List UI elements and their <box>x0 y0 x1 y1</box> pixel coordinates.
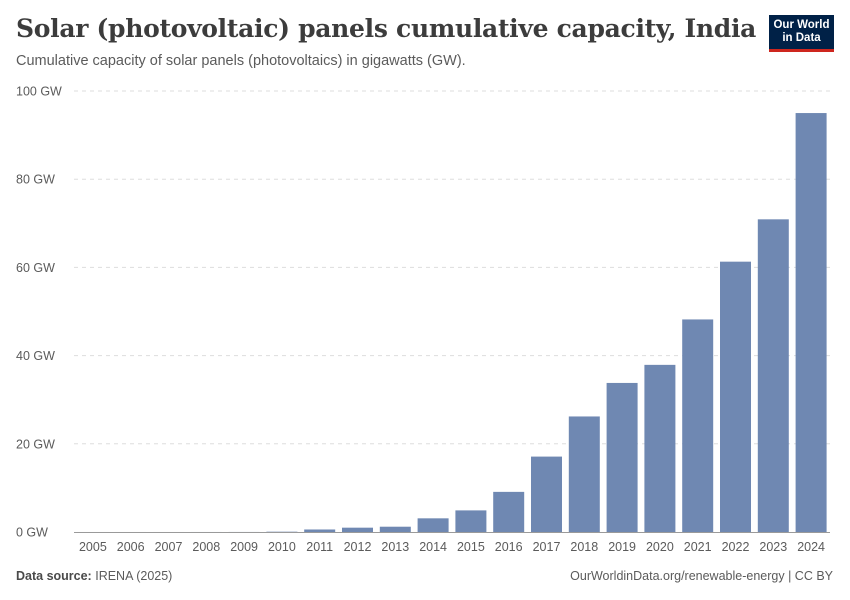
y-tick-label: 0 GW <box>16 526 48 540</box>
bar-2011[interactable] <box>304 529 336 532</box>
x-tick-label: 2016 <box>495 540 523 554</box>
x-tick-label: 2019 <box>608 540 636 554</box>
x-tick-label: 2007 <box>155 540 183 554</box>
bar-2022[interactable] <box>720 261 751 532</box>
bar-2015[interactable] <box>455 510 487 532</box>
y-tick-label: 40 GW <box>16 349 55 363</box>
y-tick-label: 100 GW <box>16 85 62 99</box>
x-tick-label: 2022 <box>722 540 750 554</box>
bar-2019[interactable] <box>606 382 638 532</box>
owid-logo[interactable]: Our World in Data <box>769 15 834 52</box>
x-tick-label: 2024 <box>797 540 825 554</box>
x-tick-label: 2015 <box>457 540 485 554</box>
x-tick-label: 2013 <box>381 540 409 554</box>
logo-line-2: in Data <box>782 32 821 44</box>
data-source-value[interactable]: IRENA (2025) <box>95 569 173 583</box>
bar-2016[interactable] <box>493 491 525 532</box>
y-tick-label: 20 GW <box>16 437 55 451</box>
data-source-label: Data source: <box>16 569 92 583</box>
bar-2012[interactable] <box>342 527 373 532</box>
y-tick-label: 80 GW <box>16 173 55 187</box>
x-tick-label: 2008 <box>192 540 220 554</box>
gridlines <box>74 90 830 445</box>
bar-2020[interactable] <box>644 364 676 532</box>
x-tick-label: 2023 <box>759 540 787 554</box>
bar-2024[interactable] <box>795 113 827 533</box>
x-tick-label: 2014 <box>419 540 447 554</box>
bar-2017[interactable] <box>531 456 562 532</box>
x-tick-label: 2009 <box>230 540 258 554</box>
x-tick-label: 2017 <box>533 540 561 554</box>
bar-2018[interactable] <box>568 416 600 532</box>
x-axis-labels: 2005 2006 2007 2008 2009 2010 2011 2012 2013 2014… <box>79 540 825 554</box>
bar-2014[interactable] <box>417 518 449 532</box>
x-tick-label: 2012 <box>344 540 372 554</box>
x-tick-label: 2020 <box>646 540 674 554</box>
footer-credit[interactable]: OurWorldinData.org/renewable-energy | CC… <box>570 569 833 583</box>
bar-2013[interactable] <box>379 526 411 532</box>
chart-subtitle: Cumulative capacity of solar panels (pho… <box>16 53 466 69</box>
y-tick-label: 60 GW <box>16 261 55 275</box>
y-axis-labels: 0 GW 20 GW 40 GW 60 GW 80 GW 100 GW <box>16 85 62 540</box>
x-tick-label: 2011 <box>306 540 333 554</box>
x-tick-label: 2018 <box>570 540 598 554</box>
x-tick-label: 2005 <box>79 540 107 554</box>
bar-2021[interactable] <box>682 319 714 532</box>
data-source: Data source: IRENA (2025) <box>16 569 172 583</box>
x-tick-label: 2021 <box>684 540 712 554</box>
bars <box>77 113 827 533</box>
chart-title: Solar (photovoltaic) panels cumulative c… <box>16 14 757 43</box>
x-tick-label: 2010 <box>268 540 296 554</box>
x-tick-label: 2006 <box>117 540 145 554</box>
bar-2023[interactable] <box>757 219 789 532</box>
logo-line-1: Our World <box>773 19 830 31</box>
